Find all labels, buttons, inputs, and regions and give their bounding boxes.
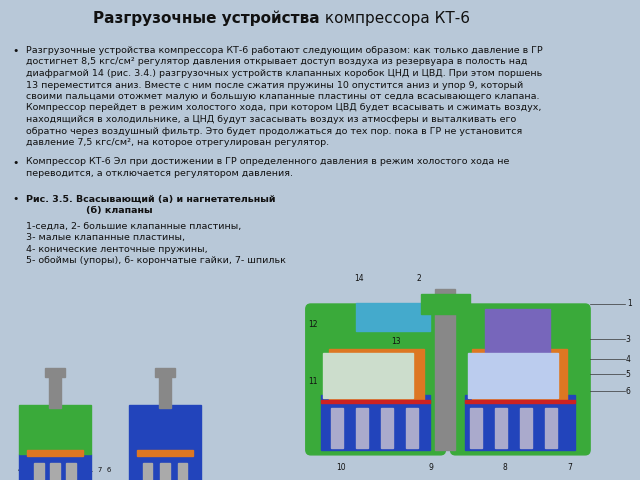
Text: 6: 6: [625, 387, 630, 396]
Text: переводится, а отключается регулятором давления.: переводится, а отключается регулятором д…: [26, 169, 293, 178]
Bar: [331, 408, 342, 448]
Bar: [321, 399, 431, 403]
Text: своими пальцами отожмет малую и большую клапанные пластины от седла всасывающего: своими пальцами отожмет малую и большую …: [26, 92, 540, 101]
Text: 12: 12: [308, 320, 317, 329]
Bar: [321, 395, 431, 450]
Bar: [143, 463, 152, 480]
Text: •: •: [12, 157, 19, 168]
Text: 11: 11: [308, 377, 317, 386]
Text: Компрессор перейдет в режим холостого хода, при котором ЦВД будет всасывать и сж: Компрессор перейдет в режим холостого хо…: [26, 104, 541, 112]
Bar: [485, 309, 550, 360]
Text: 13 переместится аниз. Вместе с ним после сжатия пружины 10 опустится аниз и упор: 13 переместится аниз. Вместе с ним после…: [26, 81, 524, 89]
Text: давление 7,5 кгс/см², на которое отрегулирован регулятор.: давление 7,5 кгс/см², на которое отрегул…: [26, 138, 329, 147]
Text: 4: 4: [625, 355, 630, 364]
Text: •: •: [12, 194, 19, 204]
Bar: [129, 405, 201, 480]
Bar: [311, 309, 440, 450]
Bar: [19, 405, 91, 454]
Bar: [45, 369, 65, 377]
Text: компрессора КТ-6: компрессора КТ-6: [320, 11, 470, 25]
Bar: [465, 399, 575, 403]
Bar: [160, 463, 170, 480]
Bar: [50, 463, 60, 480]
Bar: [381, 408, 392, 448]
Bar: [329, 349, 424, 402]
Text: 2: 2: [416, 275, 421, 283]
Text: Разгрузочные устройства: Разгрузочные устройства: [93, 10, 320, 26]
Bar: [545, 408, 557, 448]
Text: 4- конические ленточные пружины,: 4- конические ленточные пружины,: [26, 244, 207, 253]
Bar: [49, 373, 61, 408]
Text: обратно через воздушный фильтр. Это будет продолжаться до тех пор. пока в ГР не : обратно через воздушный фильтр. Это буде…: [26, 127, 522, 135]
Text: 2  1  7  6: 2 1 7 6: [80, 467, 111, 473]
Bar: [356, 408, 367, 448]
Bar: [19, 454, 91, 480]
Text: Компрессор КТ-6 Эл при достижении в ГР определенного давления в режим холостого : Компрессор КТ-6 Эл при достижении в ГР о…: [26, 157, 509, 167]
Text: 7: 7: [568, 463, 573, 472]
FancyBboxPatch shape: [306, 304, 445, 455]
Bar: [468, 353, 558, 397]
Text: Разгрузочные устройства компрессора КТ-6 работают следующим образом: как только : Разгрузочные устройства компрессора КТ-6…: [26, 46, 543, 55]
Bar: [178, 463, 188, 480]
Bar: [66, 463, 76, 480]
Bar: [435, 289, 456, 450]
Text: 5: 5: [625, 370, 630, 379]
Bar: [27, 450, 83, 456]
Bar: [356, 303, 431, 331]
Text: находящийся в холодильнике, а ЦНД будут засасывать воздух из атмосферы и выталки: находящийся в холодильнике, а ЦНД будут …: [26, 115, 516, 124]
Text: Рис. 3.5. Всасывающий (а) и нагнетательный: Рис. 3.5. Всасывающий (а) и нагнетательн…: [26, 194, 275, 204]
Bar: [520, 408, 532, 448]
Text: 13: 13: [391, 336, 401, 346]
Text: 4   3 5: 4 3 5: [18, 467, 40, 473]
FancyBboxPatch shape: [451, 304, 590, 455]
Bar: [472, 349, 567, 402]
Bar: [495, 408, 508, 448]
Text: 10: 10: [336, 463, 346, 472]
Bar: [34, 463, 44, 480]
Bar: [323, 353, 413, 397]
Bar: [470, 408, 483, 448]
Text: 3: 3: [625, 335, 630, 344]
Bar: [159, 373, 172, 408]
Bar: [406, 408, 417, 448]
Text: диафрагмой 14 (рис. 3.4.) разгрузочных устройств клапанных коробок ЦНД и ЦВД. Пр: диафрагмой 14 (рис. 3.4.) разгрузочных у…: [26, 69, 542, 78]
Text: 1: 1: [628, 300, 632, 309]
Bar: [155, 369, 175, 377]
Bar: [420, 294, 470, 314]
Text: достигнет 8,5 кгс/см² регулятор давления открывает доступ воздуха из резервуара : достигнет 8,5 кгс/см² регулятор давления…: [26, 58, 527, 67]
Text: 9: 9: [428, 463, 433, 472]
Text: •: •: [12, 46, 19, 56]
Text: 3- малые клапанные пластины,: 3- малые клапанные пластины,: [26, 233, 185, 242]
Text: (б) клапаны: (б) клапаны: [86, 206, 152, 215]
Text: 5- обоймы (упоры), 6- корончатые гайки, 7- шпильк: 5- обоймы (упоры), 6- корончатые гайки, …: [26, 256, 286, 265]
Bar: [137, 450, 193, 456]
Text: 1-седла, 2- большие клапанные пластины,: 1-седла, 2- большие клапанные пластины,: [26, 221, 241, 230]
Text: 8: 8: [503, 463, 508, 472]
Text: 14: 14: [354, 275, 364, 283]
Bar: [465, 395, 575, 450]
